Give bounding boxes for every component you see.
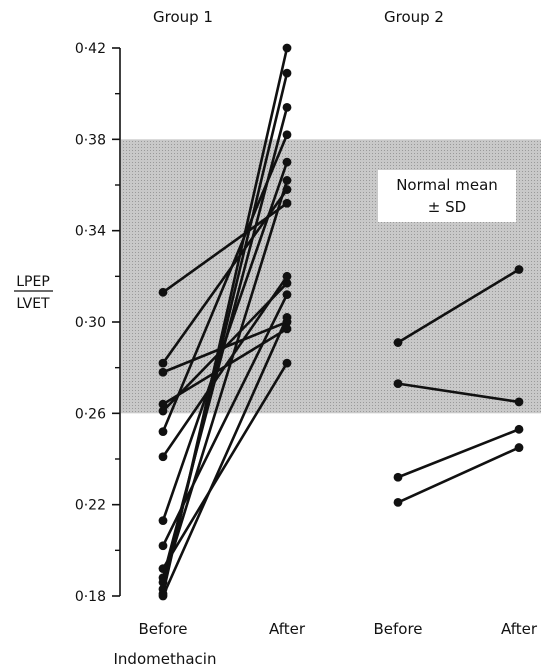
y-tick-label: 0·42	[75, 41, 106, 57]
point-before-18	[393, 472, 403, 482]
point-after-19	[514, 443, 524, 452]
point-after-12	[282, 176, 292, 185]
point-before-2	[158, 358, 168, 368]
patient-line-19	[396, 446, 521, 504]
point-after-11	[282, 102, 292, 112]
point-before-4	[158, 399, 168, 409]
patient-line-16	[396, 268, 521, 344]
point-after-14	[282, 43, 292, 53]
patient-line-17	[396, 382, 521, 404]
point-after-8	[282, 157, 292, 167]
patient-line-10	[161, 361, 289, 570]
y-tick-label: 0·18	[75, 589, 106, 605]
x-axis-title: Indomethacin	[114, 650, 217, 668]
group-label-1: Group 1	[153, 8, 213, 26]
point-before-6	[158, 427, 168, 436]
category-label-after-2: After	[501, 620, 538, 638]
y-tick-label: 0·30	[75, 315, 106, 331]
point-before-8	[158, 516, 168, 526]
point-before-1	[158, 287, 168, 297]
point-before-16	[393, 338, 403, 347]
series-layer	[158, 43, 524, 601]
patient-line-14	[161, 46, 289, 596]
y-tick-label: 0·22	[75, 498, 106, 514]
category-label-before-1: Before	[138, 620, 187, 638]
legend-label-line1: Normal mean	[396, 176, 498, 194]
category-label-before-2: Before	[373, 620, 422, 638]
point-after-9	[282, 290, 292, 299]
point-before-15	[158, 591, 168, 601]
group-label-2: Group 2	[384, 8, 444, 26]
point-after-13	[282, 68, 292, 78]
legend-box	[378, 170, 516, 222]
point-after-7	[282, 271, 292, 281]
legend-label-line2: ± SD	[428, 198, 466, 216]
y-label-denominator: LVET	[16, 296, 50, 312]
point-after-16	[514, 265, 524, 274]
point-after-17	[514, 397, 524, 407]
point-before-7	[158, 452, 168, 462]
patient-line-18	[396, 428, 521, 479]
point-before-3	[158, 367, 168, 377]
point-before-5	[158, 406, 168, 416]
point-before-9	[158, 541, 168, 551]
point-after-4	[282, 324, 292, 334]
point-after-6	[282, 130, 292, 140]
y-tick-label: 0·34	[75, 224, 106, 240]
point-before-17	[393, 379, 403, 389]
point-after-15	[282, 313, 292, 322]
y-tick-label: 0·26	[75, 406, 106, 422]
point-after-10	[282, 358, 292, 368]
point-after-18	[514, 424, 524, 434]
patient-line-15	[161, 316, 289, 598]
point-after-1	[282, 198, 292, 208]
point-before-19	[393, 497, 403, 507]
patient-line-12	[161, 179, 289, 584]
y-label-numerator: LPEP	[16, 274, 50, 290]
patient-line-7	[161, 275, 289, 459]
y-tick-label: 0·38	[75, 132, 106, 148]
y-ticks: 0·18 0·22 0·26 0·30 0·34 0·38 0·42	[75, 41, 120, 605]
category-label-after-1: After	[269, 620, 306, 638]
